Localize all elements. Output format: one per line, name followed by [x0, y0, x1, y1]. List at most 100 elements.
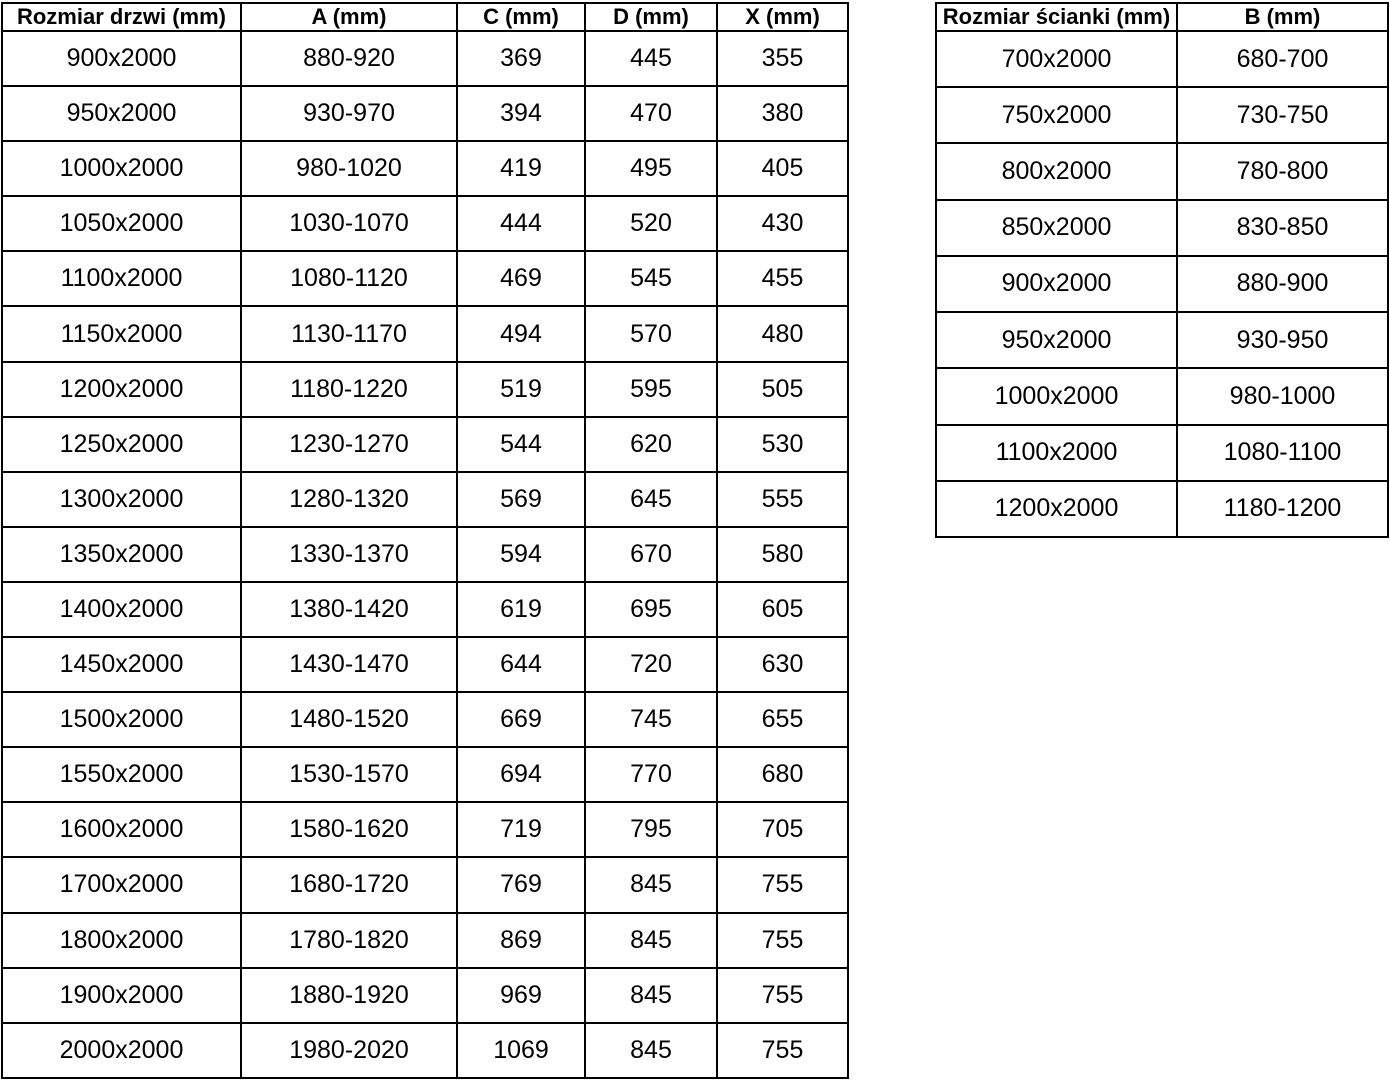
table-cell: 1200x2000 — [935, 479, 1178, 539]
table-cell: 1680-1720 — [240, 856, 458, 914]
table-cell: 1080-1100 — [1176, 423, 1389, 482]
table-cell: 1050x2000 — [1, 195, 242, 253]
table-cell: 394 — [456, 85, 586, 143]
table-row: 1450x2000 1430-1470 644 720 630 — [1, 636, 849, 694]
table-cell: 1430-1470 — [240, 636, 458, 694]
table-cell: 594 — [456, 525, 586, 583]
table-cell: 655 — [716, 691, 849, 749]
table-cell: 980-1020 — [240, 140, 458, 198]
table-cell: 900x2000 — [935, 254, 1178, 314]
table-cell: 1880-1920 — [240, 966, 458, 1024]
table-cell: 1600x2000 — [1, 801, 242, 859]
table-cell: 1900x2000 — [1, 966, 242, 1024]
table-cell: 419 — [456, 140, 586, 198]
table-cell: 800x2000 — [935, 142, 1178, 201]
table-cell: 930-950 — [1176, 311, 1389, 370]
table-row: 950x2000 930-970 394 470 380 — [1, 85, 849, 143]
table-cell: 795 — [584, 801, 718, 859]
table-cell: 445 — [584, 29, 718, 88]
table-cell: 355 — [716, 29, 849, 88]
table-row: 900x2000 880-900 — [935, 254, 1389, 314]
table-cell: 530 — [716, 415, 849, 473]
column-header: X (mm) — [716, 2, 849, 32]
table-cell: 469 — [456, 250, 586, 308]
table-cell: 1530-1570 — [240, 746, 458, 804]
table-cell: 1080-1120 — [240, 250, 458, 308]
table-cell: 1000x2000 — [935, 367, 1178, 426]
header-row: Rozmiar drzwi (mm) A (mm) C (mm) D (mm) X (m… — [1, 2, 849, 32]
table-cell: 750x2000 — [935, 86, 1178, 145]
table-cell: 719 — [456, 801, 586, 859]
table-row: 950x2000 930-950 — [935, 311, 1389, 370]
table-cell: 1330-1370 — [240, 525, 458, 583]
table-cell: 480 — [716, 305, 849, 363]
table-cell: 369 — [456, 29, 586, 88]
table-cell: 730-750 — [1176, 86, 1389, 145]
table-row: 1150x2000 1130-1170 494 570 480 — [1, 305, 849, 363]
table-cell: 1230-1270 — [240, 415, 458, 473]
door-size-table: Rozmiar drzwi (mm) A (mm) C (mm) D (mm) X (m… — [1, 2, 849, 1080]
table-cell: 705 — [716, 801, 849, 859]
table-cell: 869 — [456, 911, 586, 969]
table-cell: 570 — [584, 305, 718, 363]
table-cell: 1130-1170 — [240, 305, 458, 363]
table-cell: 755 — [716, 856, 849, 914]
table-cell: 455 — [716, 250, 849, 308]
table-row: 750x2000 730-750 — [935, 86, 1389, 145]
table-cell: 1100x2000 — [935, 423, 1178, 482]
table-cell: 505 — [716, 360, 849, 418]
table-cell: 1150x2000 — [1, 305, 242, 363]
header-row: Rozmiar ścianki (mm) B (mm) — [935, 2, 1389, 32]
table-cell: 620 — [584, 415, 718, 473]
table-cell: 950x2000 — [935, 311, 1178, 370]
table-cell: 1280-1320 — [240, 470, 458, 528]
table-row: 900x2000 880-920 369 445 355 — [1, 29, 849, 88]
table-cell: 830-850 — [1176, 198, 1389, 257]
table-cell: 1450x2000 — [1, 636, 242, 694]
table-cell: 880-920 — [240, 29, 458, 88]
table-cell: 619 — [456, 580, 586, 639]
table-cell: 680 — [716, 746, 849, 804]
table-cell: 720 — [584, 636, 718, 694]
table-cell: 1000x2000 — [1, 140, 242, 198]
table-cell: 1300x2000 — [1, 470, 242, 528]
table-cell: 745 — [584, 691, 718, 749]
table-cell: 1550x2000 — [1, 746, 242, 804]
table-row: 700x2000 680-700 — [935, 29, 1389, 89]
table-cell: 1180-1200 — [1176, 479, 1389, 539]
table-cell: 1700x2000 — [1, 856, 242, 914]
table-row: 850x2000 830-850 — [935, 198, 1389, 257]
table-cell: 1250x2000 — [1, 415, 242, 473]
table-row: 1700x2000 1680-1720 769 845 755 — [1, 856, 849, 914]
table-cell: 470 — [584, 85, 718, 143]
table-cell: 755 — [716, 966, 849, 1024]
table-cell: 630 — [716, 636, 849, 694]
column-header: D (mm) — [584, 2, 718, 32]
table-cell: 1200x2000 — [1, 360, 242, 418]
table-row: 1200x2000 1180-1220 519 595 505 — [1, 360, 849, 418]
table-cell: 520 — [584, 195, 718, 253]
table-cell: 845 — [584, 911, 718, 969]
table-cell: 605 — [716, 580, 849, 639]
table-cell: 755 — [716, 1021, 849, 1080]
table-cell: 1069 — [456, 1021, 586, 1080]
table-cell: 694 — [456, 746, 586, 804]
table-cell: 1030-1070 — [240, 195, 458, 253]
table-cell: 444 — [456, 195, 586, 253]
table-cell: 695 — [584, 580, 718, 639]
table-row: 1100x2000 1080-1120 469 545 455 — [1, 250, 849, 308]
column-header: B (mm) — [1176, 2, 1389, 32]
table-cell: 845 — [584, 966, 718, 1024]
table-cell: 430 — [716, 195, 849, 253]
table-cell: 1780-1820 — [240, 911, 458, 969]
table-cell: 969 — [456, 966, 586, 1024]
column-header: Rozmiar ścianki (mm) — [935, 2, 1178, 32]
table-cell: 700x2000 — [935, 29, 1178, 89]
table-cell: 755 — [716, 911, 849, 969]
table-cell: 780-800 — [1176, 142, 1389, 201]
table-row: 1050x2000 1030-1070 444 520 430 — [1, 195, 849, 253]
table-cell: 544 — [456, 415, 586, 473]
table-row: 1100x2000 1080-1100 — [935, 423, 1389, 482]
table-cell: 1480-1520 — [240, 691, 458, 749]
